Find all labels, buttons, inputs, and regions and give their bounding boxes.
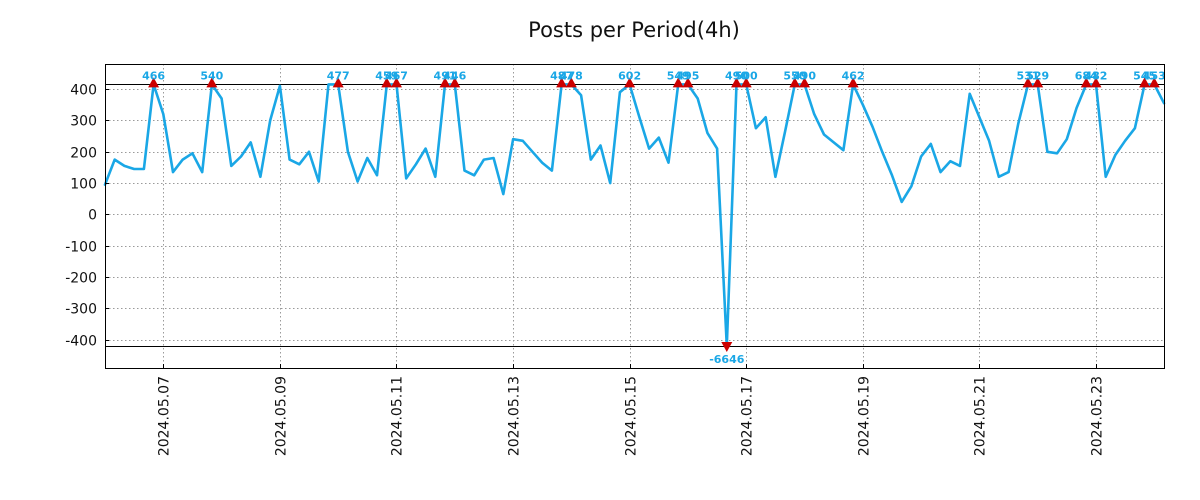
clip-marker-up xyxy=(332,77,344,88)
grid-layer xyxy=(105,64,1164,368)
clip-marker-up xyxy=(390,77,402,88)
y-tick-label: 300 xyxy=(70,114,97,130)
clip-marker-up xyxy=(1148,77,1160,88)
data-label: -6646 xyxy=(709,353,745,366)
y-tick-label: 400 xyxy=(70,83,97,99)
clip-marker-up xyxy=(1139,77,1151,88)
data-label: 459 xyxy=(375,69,398,82)
clip-marker-up xyxy=(799,77,811,88)
clip-marker-up xyxy=(449,77,461,88)
data-label: 446 xyxy=(443,69,466,82)
data-label: 490 xyxy=(725,69,748,82)
data-label: 487 xyxy=(550,69,573,82)
data-label: 602 xyxy=(618,69,641,82)
y-tick-label: -100 xyxy=(65,240,97,256)
y-tick-label: -300 xyxy=(65,302,97,318)
data-label: 478 xyxy=(560,69,583,82)
clip-marker-up xyxy=(565,77,577,88)
plot-frame xyxy=(105,64,1165,369)
x-tick-label: 2024.05.17 xyxy=(740,376,756,456)
series-layer xyxy=(103,83,1166,348)
clip-marker-up xyxy=(624,77,636,88)
y-tick-label: 0 xyxy=(88,208,97,224)
x-tick-label: 2024.05.07 xyxy=(157,376,173,456)
series-line xyxy=(103,83,1166,348)
x-tick-label: 2024.05.21 xyxy=(973,376,989,456)
data-label: 540 xyxy=(200,69,223,82)
clip-marker-up xyxy=(148,77,160,88)
clip-marker-up xyxy=(556,77,568,88)
clip-marker-up xyxy=(1080,77,1092,88)
clip-marker-up xyxy=(740,77,752,88)
data-label: 549 xyxy=(667,69,690,82)
y-tick-label: -400 xyxy=(65,334,97,350)
clip-marker-up xyxy=(847,77,859,88)
data-label: 550 xyxy=(783,69,806,82)
clip-marker-up xyxy=(1032,77,1044,88)
clip-marker-up xyxy=(1090,77,1102,88)
y-tick-label: 100 xyxy=(70,177,97,193)
data-label: 529 xyxy=(1026,69,1049,82)
data-label: 462 xyxy=(842,69,865,82)
clip-marker-up xyxy=(731,77,743,88)
data-label: 466 xyxy=(142,69,165,82)
chart-title: Posts per Period(4h) xyxy=(528,18,740,42)
x-tick-label: 2024.05.15 xyxy=(624,376,640,456)
data-label: 545 xyxy=(1133,69,1156,82)
clip-marker-up xyxy=(439,77,451,88)
data-label: 531 xyxy=(1016,69,1039,82)
clip-marker-up xyxy=(682,77,694,88)
data-label: 482 xyxy=(1085,69,1108,82)
y-axis-ticks: -400 -300 -200 -100 0 100 200 300 400 xyxy=(65,83,109,350)
y-tick-label: 200 xyxy=(70,146,97,162)
clip-lines xyxy=(105,84,1164,347)
clip-marker-up xyxy=(206,77,218,88)
data-label: 491 xyxy=(434,69,457,82)
x-tick-label: 2024.05.11 xyxy=(390,376,406,456)
data-label: 495 xyxy=(676,69,699,82)
clip-marker-down xyxy=(721,342,733,353)
y-tick-label: -200 xyxy=(65,271,97,287)
data-label: 490 xyxy=(793,69,816,82)
data-label: 467 xyxy=(385,69,408,82)
clip-marker-up xyxy=(1022,77,1034,88)
x-tick-label: 2024.05.23 xyxy=(1090,376,1106,456)
marker-layer xyxy=(148,77,1160,353)
data-label: 453 xyxy=(1143,69,1166,82)
clip-marker-up xyxy=(381,77,393,88)
x-tick-label: 2024.05.09 xyxy=(274,376,290,456)
x-axis-ticks: 2024.05.07 2024.05.09 2024.05.11 2024.05.13… xyxy=(157,364,1106,456)
x-tick-label: 2024.05.19 xyxy=(857,376,873,456)
x-tick-label: 2024.05.13 xyxy=(507,376,523,456)
data-label: 477 xyxy=(327,69,350,82)
data-label: 684 xyxy=(1075,69,1098,82)
clip-marker-up xyxy=(789,77,801,88)
data-label: 500 xyxy=(735,69,758,82)
clip-marker-up xyxy=(672,77,684,88)
